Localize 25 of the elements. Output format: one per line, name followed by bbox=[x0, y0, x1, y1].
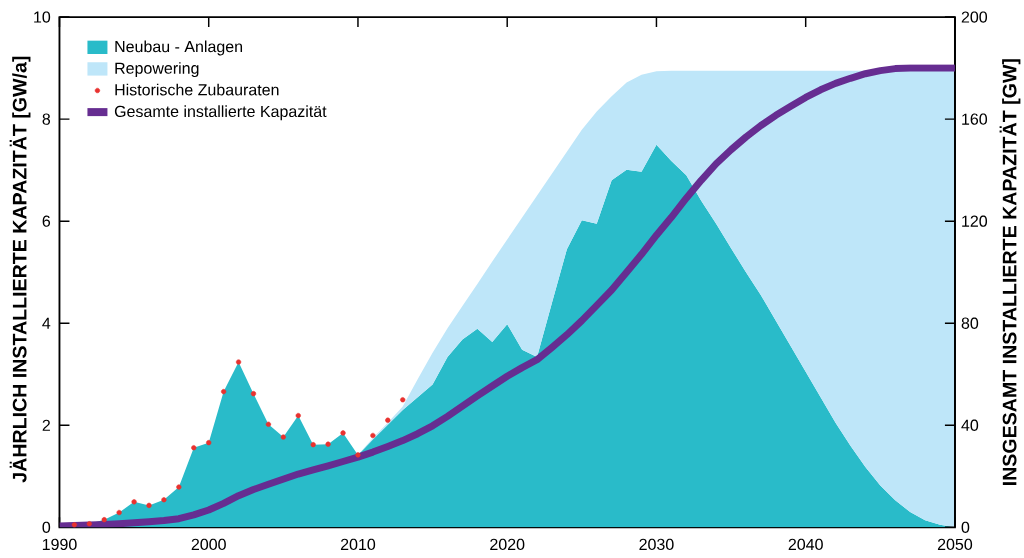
x-tick-label: 2000 bbox=[191, 538, 226, 551]
x-tick-label: 2040 bbox=[788, 538, 823, 551]
x-tick-label: 2030 bbox=[639, 538, 674, 551]
x-tick-label: 2020 bbox=[490, 538, 525, 551]
x-tick-label: 2050 bbox=[937, 538, 973, 551]
y-tick-label: 4 bbox=[42, 317, 51, 329]
y-tick-label: 8 bbox=[42, 113, 51, 125]
y-tick-label: 2 bbox=[42, 419, 50, 431]
y-tick-label: 10 bbox=[34, 11, 51, 23]
legend-label: Historische Zubauraten bbox=[115, 83, 279, 96]
y-tick-label: 6 bbox=[42, 215, 51, 227]
x-tick-label: 1990 bbox=[42, 538, 77, 551]
legend-label: Neubau - Anlagen bbox=[115, 40, 243, 56]
y2-tick-label: 0 bbox=[961, 521, 970, 533]
x-tick-label: 2010 bbox=[340, 538, 376, 551]
y-tick-label: 0 bbox=[42, 521, 51, 533]
y2-tick-label: 40 bbox=[961, 419, 979, 431]
y2-tick-label: 120 bbox=[962, 215, 988, 227]
y2-tick-label: 160 bbox=[962, 113, 988, 125]
y2-tick-label: 80 bbox=[961, 317, 979, 329]
y2-tick-label: 200 bbox=[961, 11, 988, 23]
legend-label: Gesamte installierte Kapazität bbox=[114, 105, 327, 121]
legend-label: Repowering bbox=[115, 62, 199, 78]
y2-axis-title: INSGESAMT INSTALLIERTE KAPAZITÄT [GW] bbox=[999, 59, 1021, 486]
y-axis-title: JÄHRLICH INSTALLIERTE KAPAZITÄT [GW/a] bbox=[9, 56, 31, 483]
